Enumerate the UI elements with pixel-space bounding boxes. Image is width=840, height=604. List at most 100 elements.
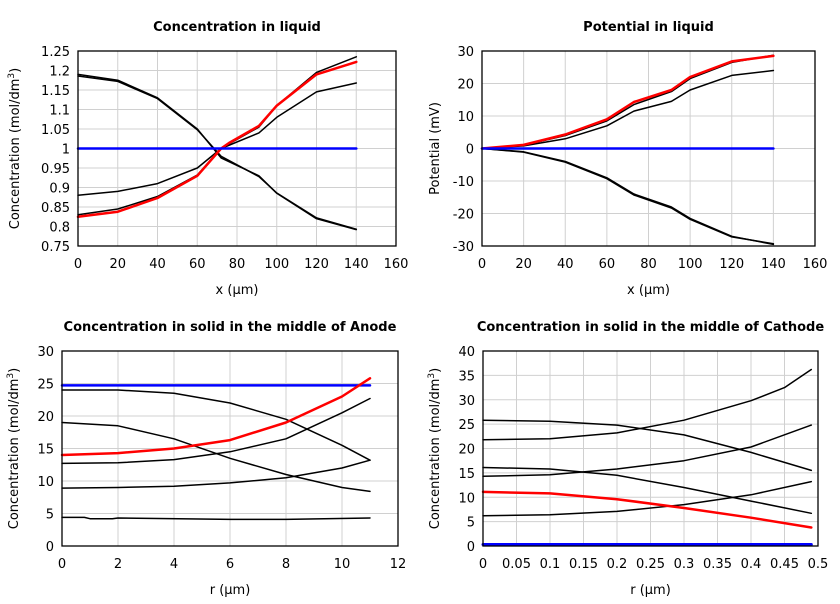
subplot-1: 0 20 40 60 80 100 120 140 160 0.75 0.8 0.85 0.9 0.95 1… (7, 20, 408, 298)
y-axis-label: Potential (mV) (428, 102, 443, 195)
x-tick-label: 20 (109, 257, 126, 272)
series-line-5 (482, 424, 813, 478)
x-tick-label: 6 (226, 557, 234, 572)
series-line-6 (61, 516, 371, 521)
y-tick-label: 30 (458, 394, 475, 409)
x-tick-label: 10 (334, 557, 351, 572)
x-tick-label: 140 (761, 257, 786, 272)
y-axis-label-superscript: 3 (427, 373, 437, 379)
x-tick-label: 100 (678, 257, 703, 272)
x-tick-label: 160 (384, 257, 409, 272)
y-tick-label: -30 (453, 240, 474, 255)
x-axis-label: r (µm) (630, 583, 671, 598)
y-tick-label: 30 (457, 45, 474, 60)
series-line-6 (482, 480, 813, 517)
y-tick-label: 1 (62, 143, 70, 158)
x-tick-label: 80 (229, 257, 246, 272)
subplot-3: 0 2 4 6 8 10 12 0 5 10 15 20 25 30 Concentration in so… (6, 320, 406, 598)
x-tick-label: 0.2 (607, 557, 628, 572)
y-tick-label: 25 (37, 378, 54, 393)
plot-frame (482, 350, 819, 547)
x-tick-label: 60 (189, 257, 206, 272)
series-line-1 (481, 54, 775, 150)
y-axis-label-superscript: 3 (7, 73, 17, 79)
x-tick-label: 160 (803, 257, 828, 272)
y-tick-label: 10 (458, 491, 475, 506)
series-line-2 (61, 389, 371, 461)
x-axis-label: r (µm) (210, 583, 251, 598)
x-tick-label: 0.45 (770, 557, 799, 572)
series-line-3 (481, 147, 775, 246)
y-tick-label: 1.2 (49, 65, 70, 80)
series-line-7 (60, 377, 372, 457)
plot-frame (61, 350, 399, 547)
y-tick-label: 0 (46, 540, 54, 555)
series-line-5 (76, 60, 358, 219)
x-axis-label: x (µm) (627, 283, 670, 298)
x-tick-label: 0.1 (540, 557, 561, 572)
subplot-2: 0 20 40 60 80 100 120 140 160 -30 -20 -10 0 10 20 30 Pot… (428, 20, 827, 298)
x-tick-label: 0 (478, 257, 486, 272)
y-tick-label: 20 (37, 410, 54, 425)
y-tick-label: 5 (467, 516, 475, 531)
chart-title: Potential in liquid (583, 20, 714, 35)
series-line-3 (61, 421, 371, 493)
y-tick-label: 1.1 (49, 104, 70, 119)
x-tick-label: 140 (344, 257, 369, 272)
plot-frame (481, 50, 816, 247)
y-tick-label: 10 (37, 475, 54, 490)
y-tick-label: 40 (458, 345, 475, 360)
y-axis-label: Concentration (mol/dm3) (6, 368, 22, 530)
y-axis-label-end: ) (7, 368, 22, 373)
y-axis-label: Concentration (mol/dm3) (7, 68, 23, 230)
y-tick-label: 0 (466, 143, 474, 158)
x-tick-label: 0.05 (502, 557, 531, 572)
x-tick-label: 0.15 (569, 557, 598, 572)
x-tick-label: 8 (282, 557, 290, 572)
series-line-4 (77, 82, 358, 197)
x-tick-label: 0.3 (674, 557, 695, 572)
x-tick-label: 0 (74, 257, 82, 272)
series-line-2 (77, 75, 358, 230)
y-axis-label-text: Concentration (mol/dm (7, 379, 22, 530)
x-axis-label: x (µm) (216, 283, 259, 298)
x-tick-label: 4 (170, 557, 178, 572)
plot-frame (77, 50, 397, 247)
y-tick-label: 20 (458, 443, 475, 458)
y-tick-label: 0.95 (41, 162, 70, 177)
x-tick-label: 100 (264, 257, 289, 272)
y-tick-label: 1.15 (41, 84, 70, 99)
x-tick-label: 0.25 (636, 557, 665, 572)
chart-title: Concentration in solid in the middle of … (477, 320, 825, 335)
x-tick-label: 40 (557, 257, 574, 272)
y-tick-label: 0.9 (49, 182, 70, 197)
x-tick-label: 0.5 (808, 557, 829, 572)
x-tick-label: 0 (479, 557, 487, 572)
y-tick-label: 0.85 (41, 201, 70, 216)
x-tick-label: 60 (599, 257, 616, 272)
y-tick-label: 0 (467, 540, 475, 555)
series-line-5 (61, 459, 371, 489)
series-line-4 (481, 147, 775, 245)
y-tick-label: 20 (457, 78, 474, 93)
series-line-2 (481, 69, 775, 150)
y-tick-label: 25 (458, 418, 475, 433)
x-tick-label: 120 (719, 257, 744, 272)
series-line-5 (480, 54, 775, 150)
x-tick-label: 20 (515, 257, 532, 272)
y-axis-label: Concentration (mol/dm3) (427, 368, 443, 530)
chart-title: Concentration in solid in the middle of … (64, 320, 397, 335)
y-tick-label: 35 (458, 369, 475, 384)
y-tick-label: 0.8 (49, 221, 70, 236)
x-tick-label: 120 (304, 257, 329, 272)
chart-title: Concentration in liquid (153, 20, 321, 35)
y-axis-label-text: Concentration (mol/dm (8, 79, 23, 230)
series-line-2 (482, 419, 813, 472)
y-tick-label: 30 (37, 345, 54, 360)
y-axis-label-text: Potential (mV) (428, 102, 443, 195)
y-axis-label-end: ) (8, 68, 23, 73)
y-tick-label: -20 (453, 208, 474, 223)
series-line-7 (481, 490, 813, 529)
y-tick-label: 15 (458, 467, 475, 482)
